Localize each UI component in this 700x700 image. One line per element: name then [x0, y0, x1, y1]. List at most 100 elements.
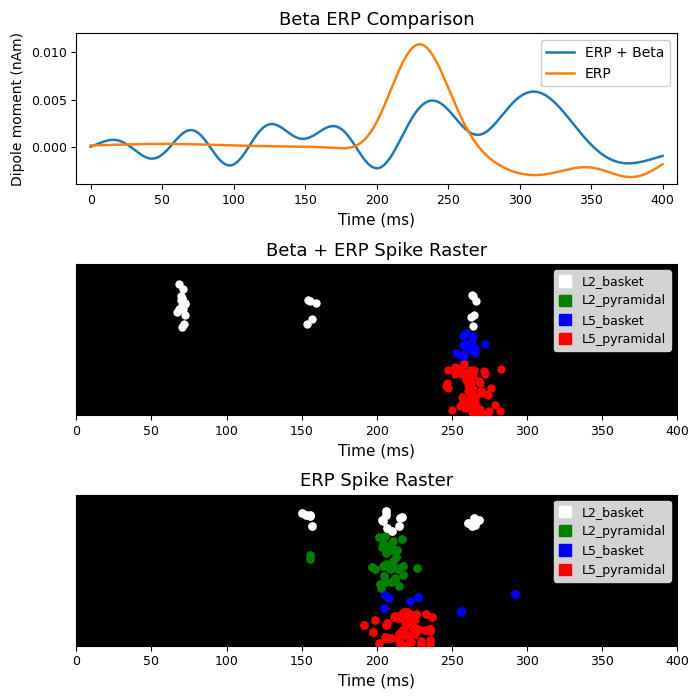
- Point: [407, 622, 418, 633]
- Point: [393, 581, 405, 592]
- Point: [482, 408, 493, 419]
- Point: [381, 547, 392, 559]
- Point: [457, 340, 468, 351]
- ERP: [318, 143, 326, 151]
- Point: [440, 380, 452, 391]
- Point: [377, 516, 388, 527]
- Point: [467, 384, 478, 395]
- Point: [388, 536, 399, 547]
- Point: [396, 511, 407, 522]
- Title: Beta ERP Comparison: Beta ERP Comparison: [279, 11, 475, 29]
- Point: [397, 624, 408, 636]
- ERP: [416, 40, 424, 48]
- Point: [376, 582, 387, 594]
- Point: [376, 542, 387, 553]
- Point: [304, 295, 316, 307]
- Point: [398, 624, 409, 636]
- Point: [404, 609, 415, 620]
- Point: [466, 407, 477, 418]
- Point: [465, 370, 476, 382]
- Point: [451, 348, 462, 359]
- Point: [393, 521, 405, 532]
- Point: [466, 312, 477, 323]
- Point: [455, 606, 466, 617]
- Point: [465, 385, 476, 396]
- Point: [404, 612, 415, 624]
- Point: [466, 289, 477, 300]
- Point: [476, 387, 487, 398]
- ERP: [87, 141, 95, 150]
- Point: [176, 299, 188, 310]
- Point: [458, 358, 469, 370]
- Point: [405, 595, 416, 606]
- Point: [380, 505, 391, 517]
- Point: [389, 610, 400, 622]
- ERP: [338, 144, 346, 153]
- Point: [386, 525, 398, 536]
- Point: [304, 510, 315, 522]
- Point: [381, 558, 392, 569]
- Point: [405, 611, 416, 622]
- Point: [391, 612, 402, 624]
- Point: [379, 589, 390, 601]
- Point: [468, 321, 479, 332]
- Point: [458, 355, 470, 366]
- Point: [366, 561, 377, 573]
- Point: [456, 391, 468, 402]
- Point: [394, 639, 405, 650]
- ERP + Beta: [544, 93, 552, 102]
- Point: [460, 402, 471, 414]
- Legend: ERP + Beta, ERP: ERP + Beta, ERP: [540, 41, 670, 86]
- Point: [468, 370, 479, 382]
- ERP + Beta: [87, 143, 95, 151]
- Point: [379, 602, 390, 613]
- Point: [478, 365, 489, 377]
- Point: [408, 609, 419, 620]
- Point: [397, 569, 408, 580]
- ERP: [145, 140, 153, 148]
- Legend: L2_basket, L2_pyramidal, L5_basket, L5_pyramidal: L2_basket, L2_pyramidal, L5_basket, L5_p…: [554, 270, 671, 351]
- ERP: [626, 173, 635, 181]
- Point: [409, 614, 420, 625]
- Point: [394, 628, 405, 639]
- Point: [385, 576, 396, 587]
- Point: [425, 638, 436, 650]
- Point: [479, 368, 490, 379]
- Point: [370, 563, 381, 574]
- Point: [412, 562, 423, 573]
- Point: [395, 512, 406, 523]
- Point: [456, 349, 467, 360]
- Point: [176, 295, 187, 306]
- Point: [391, 544, 402, 555]
- Point: [399, 608, 410, 620]
- Point: [379, 576, 391, 587]
- Point: [470, 295, 482, 307]
- Point: [415, 635, 426, 646]
- Point: [370, 615, 381, 626]
- Point: [479, 338, 490, 349]
- X-axis label: Time (ms): Time (ms): [338, 213, 415, 228]
- Point: [471, 409, 482, 420]
- Point: [300, 509, 312, 520]
- Point: [385, 545, 396, 556]
- Point: [385, 561, 396, 572]
- Point: [460, 370, 471, 381]
- Point: [302, 294, 314, 305]
- ERP + Beta: [530, 88, 538, 96]
- ERP + Beta: [145, 154, 153, 162]
- Point: [489, 400, 500, 411]
- Point: [403, 630, 414, 641]
- Line: ERP: ERP: [91, 44, 663, 177]
- Point: [379, 540, 391, 551]
- Point: [297, 508, 308, 519]
- Point: [378, 560, 389, 571]
- Point: [378, 538, 389, 550]
- Title: Beta + ERP Spike Raster: Beta + ERP Spike Raster: [266, 241, 487, 260]
- Point: [468, 341, 480, 352]
- Point: [468, 330, 479, 342]
- Point: [463, 398, 474, 409]
- Point: [386, 632, 397, 643]
- Point: [482, 389, 493, 400]
- Point: [469, 391, 480, 402]
- Point: [463, 518, 474, 529]
